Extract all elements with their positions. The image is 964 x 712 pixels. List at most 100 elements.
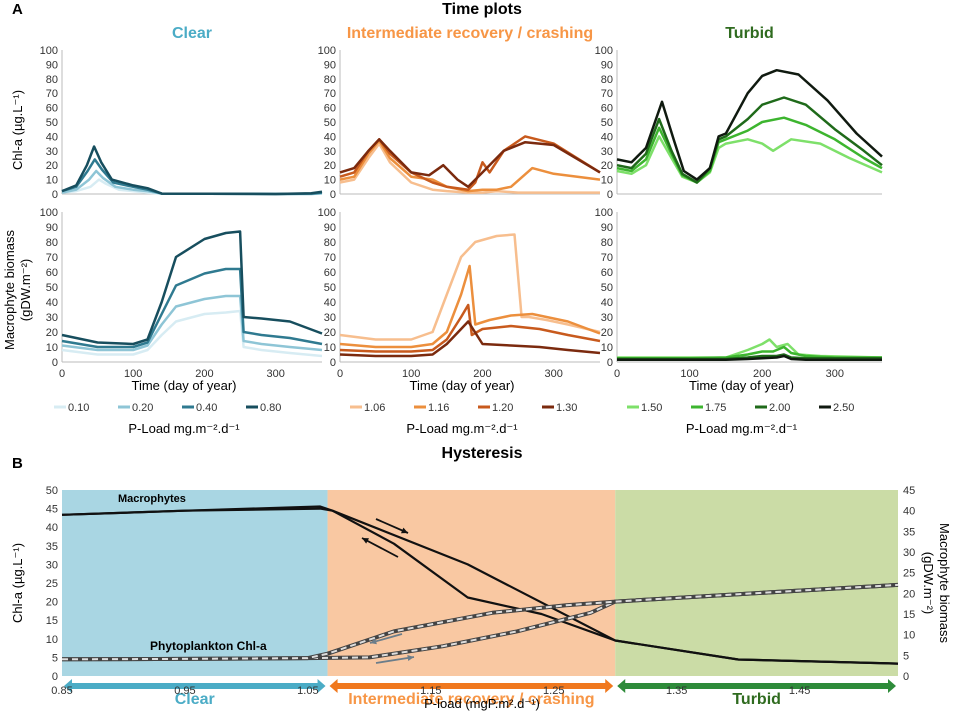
column-title: Intermediate recovery / crashing [347, 25, 593, 42]
p-load-label: P-Load mg.m⁻².d⁻¹ [686, 421, 798, 436]
top-y-tick: 90 [46, 59, 58, 71]
bottom-y-tick: 0 [330, 357, 336, 369]
forward-arrow-macrophytes-head [401, 527, 408, 534]
region-0 [62, 490, 328, 676]
x-tick: 300 [545, 368, 563, 380]
right-y-axis-label: Macrophyte biomass [937, 523, 952, 643]
right-y-axis-label-unit: (gDW.m⁻²) [921, 552, 936, 614]
bottom-y-tick: 40 [601, 297, 613, 309]
left-y-tick: 15 [46, 615, 58, 627]
top-y-tick: 60 [324, 103, 336, 115]
top-y-tick: 70 [46, 88, 58, 100]
top-y-tick: 40 [601, 131, 613, 143]
right-y-tick: 25 [903, 568, 915, 580]
top-y-tick: 30 [324, 146, 336, 158]
top-y-tick: 0 [52, 189, 58, 201]
bottom-y-tick: 40 [324, 297, 336, 309]
top-y-tick: 80 [601, 74, 613, 86]
bottom-series-0.10 [61, 309, 323, 358]
top-y-tick: 10 [324, 175, 336, 187]
region-arrow-2 [617, 679, 896, 693]
bottom-y-tick: 60 [324, 267, 336, 279]
top-y-tick: 40 [324, 131, 336, 143]
left-y-tick: 45 [46, 504, 58, 516]
bottom-y-tick: 50 [46, 282, 58, 294]
bottom-series-0.20 [61, 294, 323, 352]
bottom-y-tick: 0 [52, 357, 58, 369]
bottom-y-tick: 70 [324, 252, 336, 264]
x-tick: 200 [753, 368, 771, 380]
left-y-tick: 50 [46, 485, 58, 497]
top-y-tick: 50 [601, 117, 613, 129]
bottom-y-axis-label-unit: (gDW.m⁻²) [18, 259, 33, 321]
top-y-tick: 0 [330, 189, 336, 201]
x-tick: 200 [195, 368, 213, 380]
top-y-tick: 20 [46, 160, 58, 172]
bottom-y-tick: 90 [324, 222, 336, 234]
top-y-tick: 10 [601, 175, 613, 187]
top-y-tick: 60 [46, 103, 58, 115]
x-tick: 0.85 [51, 685, 72, 697]
top-y-tick: 50 [46, 117, 58, 129]
panel-b-letter: B [12, 455, 23, 472]
right-y-tick: 5 [903, 650, 909, 662]
column-title: Clear [172, 25, 212, 42]
top-y-tick: 100 [318, 45, 336, 57]
x-tick: 1.25 [543, 685, 564, 697]
top-series-1.30 [339, 138, 601, 189]
bottom-y-tick: 90 [601, 222, 613, 234]
x-tick: 100 [680, 368, 698, 380]
x-tick: 1.15 [420, 685, 441, 697]
region-1 [327, 490, 616, 676]
bottom-y-tick: 20 [324, 327, 336, 339]
chl-series-3 [61, 583, 899, 661]
bottom-series-0.80 [61, 230, 323, 346]
bottom-y-tick: 80 [46, 237, 58, 249]
left-y-axis-label: Chl-a (µg.L⁻¹) [10, 543, 25, 623]
right-y-tick: 20 [903, 588, 915, 600]
bottom-y-tick: 80 [324, 237, 336, 249]
top-y-tick: 20 [324, 160, 336, 172]
bottom-y-tick: 10 [324, 342, 336, 354]
panel-a-letter: A [12, 1, 23, 18]
left-y-tick: 40 [46, 522, 58, 534]
x-axis-label: P-load (mgP.m².d⁻¹) [424, 696, 540, 711]
macrophyte-series-1 [61, 507, 899, 665]
x-tick: 100 [402, 368, 420, 380]
top-y-tick: 50 [324, 117, 336, 129]
bottom-y-tick: 60 [601, 267, 613, 279]
region-arrow-1 [329, 679, 614, 693]
bottom-series-1.06 [339, 233, 601, 341]
time-plot-1: Intermediate recovery / crashing 0 10 20 30 4… [318, 25, 601, 436]
backward-arrow-macrophytes-head [362, 538, 369, 544]
x-tick: 0 [614, 368, 620, 380]
bottom-y-tick: 60 [46, 267, 58, 279]
bottom-y-tick: 100 [318, 207, 336, 219]
top-y-tick: 90 [324, 59, 336, 71]
bottom-y-tick: 70 [601, 252, 613, 264]
right-y-tick: 35 [903, 526, 915, 538]
top-y-tick: 100 [40, 45, 58, 57]
top-y-tick: 80 [324, 74, 336, 86]
legend-label: 1.30 [556, 402, 577, 414]
left-y-tick: 0 [52, 671, 58, 683]
legend-label: 1.06 [364, 402, 385, 414]
p-load-label: P-Load mg.m⁻².d⁻¹ [406, 421, 518, 436]
bottom-series-2.50 [617, 354, 882, 362]
legend-label: 0.40 [196, 402, 217, 414]
right-y-tick: 0 [903, 671, 909, 683]
region-2 [615, 490, 898, 676]
bottom-y-tick: 20 [601, 327, 613, 339]
top-y-axis-label: Chl-a (µg.L⁻¹) [10, 90, 25, 170]
bottom-y-tick: 50 [601, 282, 613, 294]
bottom-y-tick: 0 [607, 357, 613, 369]
top-y-tick: 80 [46, 74, 58, 86]
top-y-tick: 90 [601, 59, 613, 71]
legend-label: 1.20 [492, 402, 513, 414]
x-tick: 0.95 [174, 685, 195, 697]
bottom-series-1.16 [339, 264, 601, 349]
top-y-tick: 40 [46, 131, 58, 143]
top-y-tick: 60 [601, 103, 613, 115]
legend-label: 1.75 [705, 402, 726, 414]
top-series-2.50 [616, 68, 883, 181]
